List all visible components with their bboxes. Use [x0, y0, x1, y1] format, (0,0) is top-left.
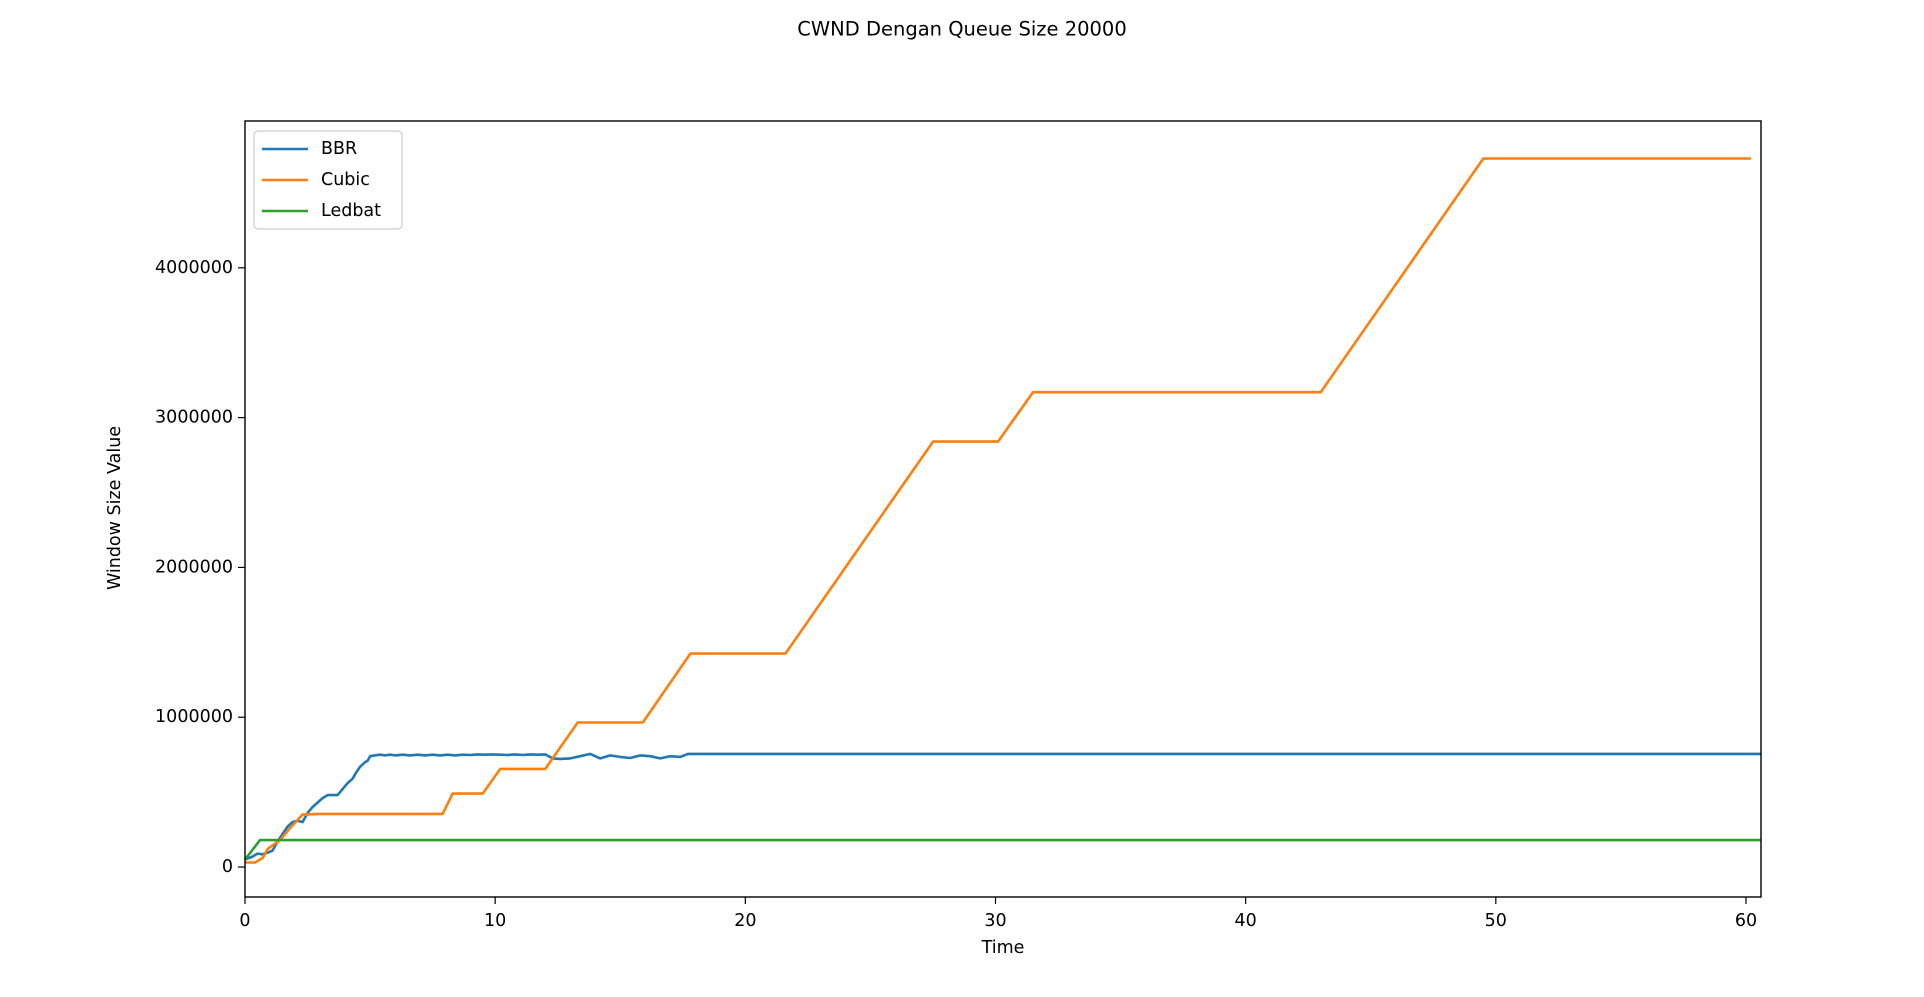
axes-frame	[244, 120, 1762, 898]
x-tick-label: 10	[484, 911, 506, 931]
y-tick-label: 4000000	[155, 258, 233, 278]
x-tick-label: 40	[1235, 911, 1257, 931]
y-tick-label: 2000000	[155, 557, 233, 577]
x-tick-label: 60	[1735, 911, 1757, 931]
y-axis: 0 1000000 2000000 3000000 4000000	[155, 258, 245, 877]
x-tick-label: 20	[734, 911, 756, 931]
y-axis-label: Window Size Value	[105, 426, 125, 590]
x-axis-label: Time	[981, 938, 1025, 958]
x-tick-label: 30	[984, 911, 1006, 931]
series-line-ledbat	[243, 838, 1761, 861]
y-tick-label: 1000000	[155, 707, 233, 727]
legend-label-bbr: BBR	[321, 139, 357, 159]
chart-title: CWND Dengan Queue Size 20000	[797, 18, 1126, 41]
y-tick-label: 0	[222, 857, 233, 877]
legend-label-cubic: Cubic	[321, 170, 370, 190]
legend-frame	[253, 130, 403, 230]
y-tick-label: 3000000	[155, 408, 233, 428]
x-tick-label: 50	[1485, 911, 1507, 931]
series-layer	[243, 157, 1761, 864]
x-tick-label: 0	[239, 911, 250, 931]
legend-label-ledbat: Ledbat	[321, 201, 381, 221]
x-axis: 0 10 20 30 40 50 60	[239, 897, 1757, 931]
plot-area	[243, 120, 1762, 898]
legend: BBR Cubic Ledbat	[253, 130, 403, 230]
